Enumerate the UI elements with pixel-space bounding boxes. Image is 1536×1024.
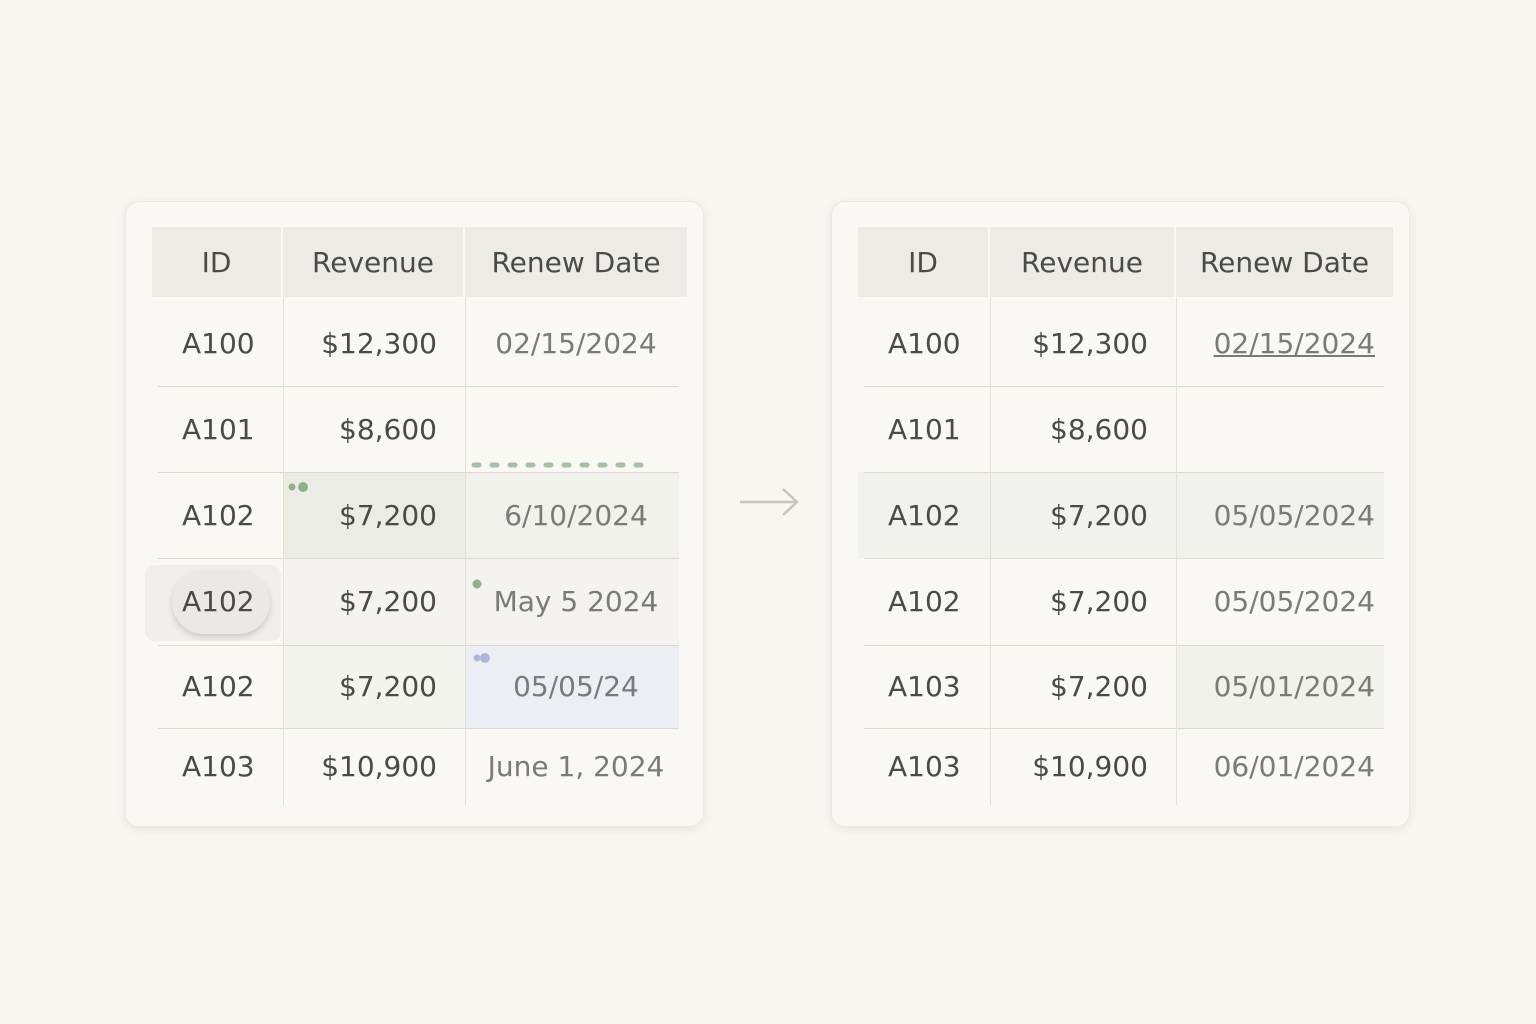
id-cell: A103 bbox=[888, 670, 961, 703]
header-cell: ID bbox=[152, 227, 281, 297]
id-cell: A102 bbox=[888, 585, 961, 618]
cell-highlight bbox=[465, 645, 679, 728]
column-divider bbox=[283, 297, 284, 805]
row-divider bbox=[158, 472, 679, 473]
row-divider bbox=[864, 645, 1384, 646]
row-divider bbox=[864, 558, 1384, 559]
row-divider bbox=[158, 645, 679, 646]
revenue-cell: $12,300 bbox=[1032, 326, 1148, 360]
revenue-cell: $7,200 bbox=[1050, 585, 1148, 618]
header-cell: Renew Date bbox=[1176, 227, 1393, 297]
date-cell: May 5 2024 bbox=[493, 585, 659, 618]
date-cell: 6/10/2024 bbox=[504, 498, 648, 532]
revenue-cell: $10,900 bbox=[1032, 750, 1148, 783]
id-cell: A100 bbox=[888, 326, 961, 360]
date-cell: 05/01/2024 bbox=[1213, 670, 1375, 703]
row-divider bbox=[158, 558, 679, 559]
revenue-cell: $7,200 bbox=[339, 670, 437, 703]
header-cell: Renew Date bbox=[465, 227, 687, 297]
cell-highlight bbox=[1176, 645, 1384, 728]
row-divider bbox=[158, 386, 679, 387]
cell-highlight bbox=[283, 558, 679, 645]
id-cell: A103 bbox=[888, 750, 961, 783]
id-cell: A101 bbox=[182, 412, 255, 446]
id-cell: A100 bbox=[182, 326, 255, 360]
cell-highlight bbox=[858, 472, 1384, 558]
cell-highlight bbox=[283, 645, 465, 728]
cell-highlight bbox=[283, 472, 465, 558]
row-divider bbox=[864, 472, 1384, 473]
id-cell: A102 bbox=[182, 585, 255, 618]
revenue-cell: $8,600 bbox=[339, 412, 437, 446]
column-divider bbox=[465, 297, 466, 805]
revenue-cell: $7,200 bbox=[1050, 498, 1148, 532]
id-cell: A102 bbox=[182, 670, 255, 703]
date-cell: 02/15/2024 bbox=[1213, 326, 1375, 360]
row-divider bbox=[864, 386, 1384, 387]
id-cell: A103 bbox=[182, 750, 255, 783]
date-cell: 06/01/2024 bbox=[1213, 750, 1375, 783]
revenue-cell: $7,200 bbox=[339, 498, 437, 532]
revenue-cell: $7,200 bbox=[339, 585, 437, 618]
header-cell: Revenue bbox=[990, 227, 1174, 297]
id-cell: A102 bbox=[182, 498, 255, 532]
revenue-cell: $7,200 bbox=[1050, 670, 1148, 703]
revenue-cell: $8,600 bbox=[1050, 412, 1148, 446]
column-divider bbox=[1176, 297, 1177, 805]
header-cell: ID bbox=[858, 227, 988, 297]
cell-highlight bbox=[465, 472, 679, 558]
pill bbox=[172, 570, 270, 634]
revenue-cell: $10,900 bbox=[321, 750, 437, 783]
row-divider bbox=[158, 728, 679, 729]
date-cell: 05/05/2024 bbox=[1213, 498, 1375, 532]
date-cell: 05/05/2024 bbox=[1213, 585, 1375, 618]
arrow bbox=[740, 488, 799, 516]
column-divider bbox=[990, 297, 991, 805]
header-cell: Revenue bbox=[283, 227, 463, 297]
id-cell: A102 bbox=[888, 498, 961, 532]
id-cell: A101 bbox=[888, 412, 961, 446]
date-cell: 05/05/24 bbox=[513, 670, 639, 703]
revenue-cell: $12,300 bbox=[321, 326, 437, 360]
date-cell: 02/15/2024 bbox=[495, 326, 657, 360]
row-divider bbox=[864, 728, 1384, 729]
date-cell: June 1, 2024 bbox=[487, 750, 665, 783]
